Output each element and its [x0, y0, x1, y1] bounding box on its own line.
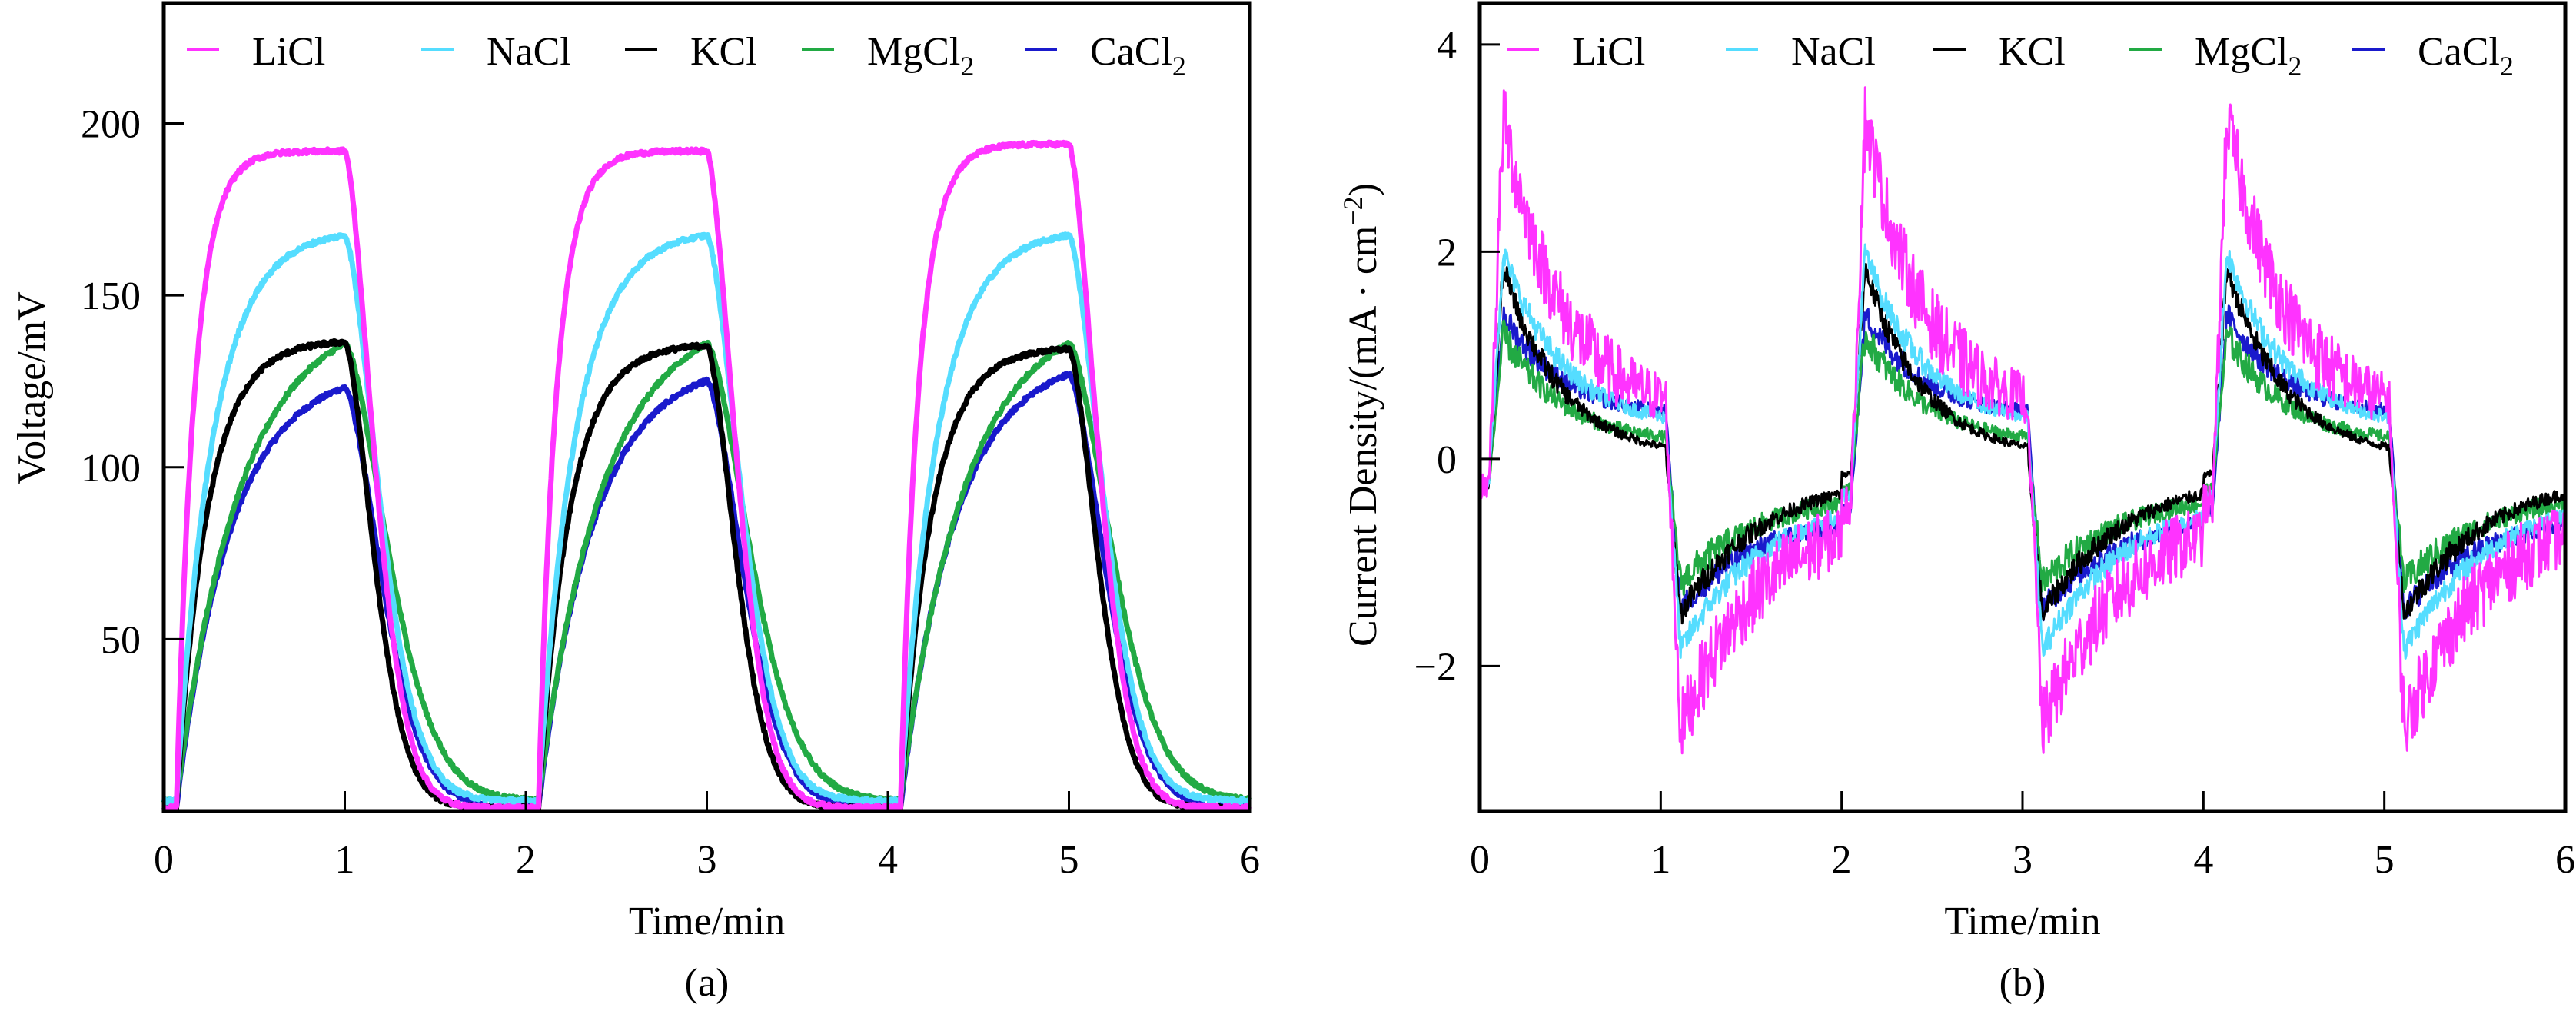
panel-a-x-axis-label: Time/min [629, 900, 785, 943]
y-tick-label: 150 [81, 274, 141, 318]
x-tick-label: 1 [1650, 838, 1670, 882]
series-line-mgcl2 [1478, 319, 2567, 596]
legend-label-kcl: KCl [1999, 30, 2066, 74]
x-tick-label: 6 [2555, 838, 2575, 882]
series-line-cacl2 [161, 371, 1252, 813]
legend-label-base: MgCl [2195, 30, 2288, 74]
legend-label-base: CaCl [2418, 30, 2500, 74]
y-tick-label: 2 [1437, 231, 1457, 274]
legend-label-subscript: 2 [2500, 51, 2514, 81]
series-line-nacl [1478, 243, 2567, 660]
y-tick-label: 50 [101, 618, 141, 662]
y-tick-label: 100 [81, 447, 141, 491]
panel-b-legend: LiCl NaCl KCl MgCl2 CaCl2 [1507, 30, 2514, 81]
x-tick-label: 3 [697, 838, 717, 882]
series-line-kcl [1478, 261, 2567, 625]
legend-label-licl: LiCl [252, 30, 325, 74]
legend-label-subscript: 2 [2288, 51, 2302, 81]
legend-label-base: LiCl [1572, 30, 1645, 74]
y-tick-label: 4 [1437, 24, 1457, 68]
panel-b-caption: (b) [1999, 961, 2046, 1005]
legend-label-nacl: NaCl [487, 30, 571, 74]
legend-label-base: CaCl [1090, 30, 1172, 74]
panel-b-y-axis-label-superscript: −2 [1338, 196, 1368, 225]
x-tick-label: 4 [878, 838, 898, 882]
series-line-licl [1478, 86, 2567, 755]
x-tick-label: 6 [1240, 838, 1260, 882]
legend-label-nacl: NaCl [1791, 30, 1876, 74]
x-tick-label: 2 [1832, 838, 1852, 882]
series-line-nacl [161, 231, 1252, 806]
x-tick-label: 5 [1059, 838, 1079, 882]
panel-a-series [161, 139, 1253, 813]
panel-b-series [1478, 86, 2567, 755]
x-tick-label: 0 [1470, 838, 1490, 882]
legend-label-base: NaCl [1791, 30, 1876, 74]
legend-label-mgcl2: MgCl2 [867, 30, 974, 81]
legend-label-subscript: 2 [960, 51, 974, 81]
legend-label-base: KCl [1999, 30, 2066, 74]
x-tick-label: 1 [335, 838, 355, 882]
x-tick-label: 4 [2193, 838, 2213, 882]
series-line-mgcl2 [161, 339, 1253, 806]
x-tick-label: 3 [2013, 838, 2033, 882]
y-tick-label: −2 [1414, 645, 1457, 689]
legend-label-cacl2: CaCl2 [2418, 30, 2514, 81]
panel-a-caption: (a) [685, 961, 730, 1005]
panel-b-x-axis-label: Time/min [1944, 900, 2100, 943]
x-tick-label: 5 [2375, 838, 2395, 882]
panel-a-ticks: 0 1 2 3 4 5 6 50 100 150 200 [81, 103, 1260, 882]
legend-label-cacl2: CaCl2 [1090, 30, 1186, 81]
panel-b-y-axis-label-base: Current Density/(mA · cm [1341, 226, 1385, 647]
series-line-kcl [161, 338, 1252, 813]
x-tick-label: 0 [154, 838, 174, 882]
legend-label-subscript: 2 [1172, 51, 1186, 81]
legend-label-mgcl2: MgCl2 [2195, 30, 2302, 81]
y-tick-label: 200 [81, 103, 141, 147]
legend-label-licl: LiCl [1572, 30, 1645, 74]
x-tick-label: 2 [516, 838, 536, 882]
legend-label-base: KCl [690, 30, 757, 74]
y-tick-label: 0 [1437, 438, 1457, 482]
legend-label-base: MgCl [867, 30, 960, 74]
legend-label-base: NaCl [487, 30, 571, 74]
panel-b-y-axis-label: Current Density/(mA · cm−2) [1338, 183, 1385, 647]
legend-label-kcl: KCl [690, 30, 757, 74]
panel-b-y-axis-label-end: ) [1341, 183, 1385, 196]
panel-a-legend: LiCl NaCl KCl MgCl2 CaCl2 [187, 30, 1186, 81]
panel-a-y-axis-label: Voltage/mV [10, 291, 54, 484]
series-line-licl [161, 139, 1253, 813]
legend-label-base: LiCl [252, 30, 325, 74]
panel-b-ticks: 0 1 2 3 4 5 6 −2 0 2 4 [1414, 24, 2575, 882]
